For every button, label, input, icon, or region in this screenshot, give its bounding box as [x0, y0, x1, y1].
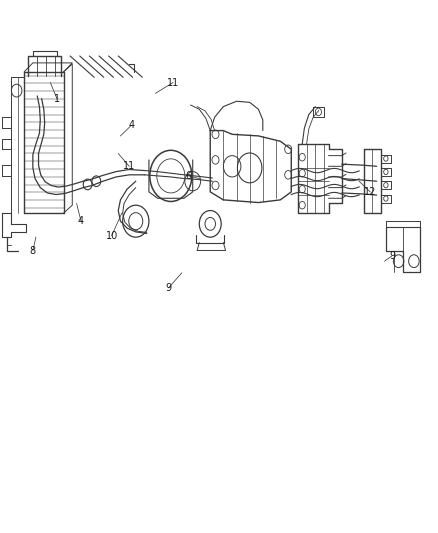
- Text: 11: 11: [167, 78, 179, 87]
- Text: 4: 4: [78, 216, 84, 226]
- Text: 10: 10: [106, 231, 118, 240]
- Text: 1: 1: [54, 94, 60, 103]
- Text: 9: 9: [389, 251, 395, 261]
- Text: 11: 11: [123, 161, 135, 171]
- Text: 12: 12: [364, 187, 376, 197]
- Text: 4: 4: [128, 120, 134, 130]
- Text: 6: 6: [185, 171, 191, 181]
- Text: 9: 9: [166, 283, 172, 293]
- Text: 8: 8: [30, 246, 36, 255]
